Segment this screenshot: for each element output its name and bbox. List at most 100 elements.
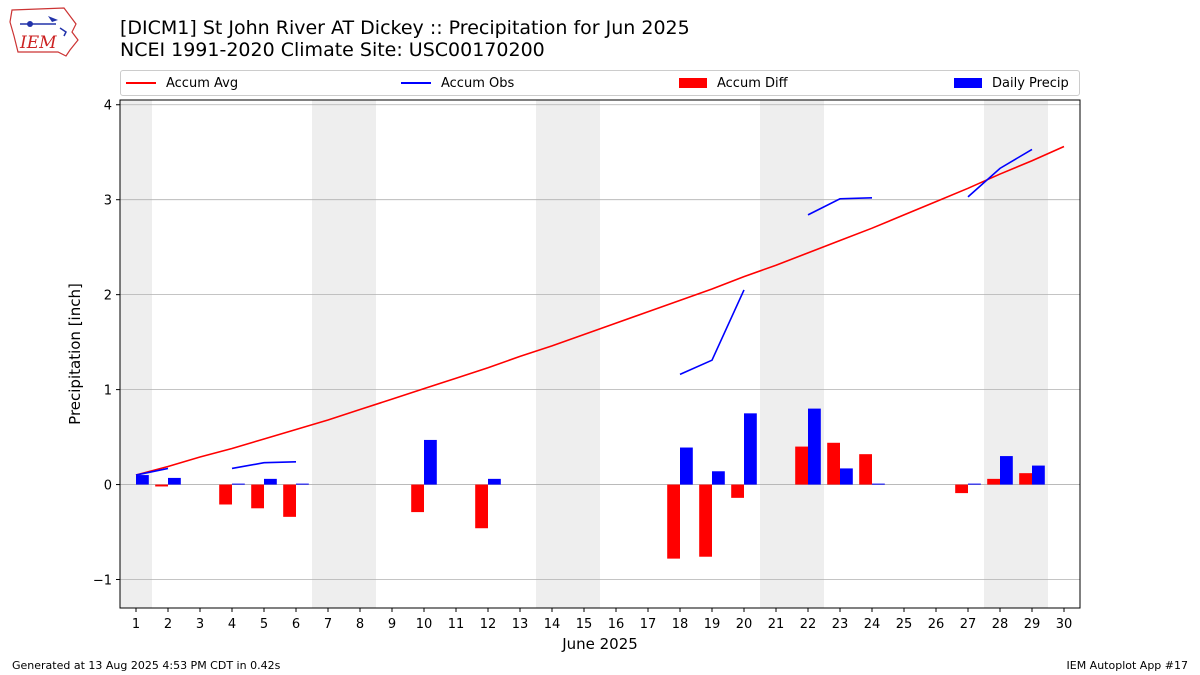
bar-daily-precip-day-24 bbox=[872, 483, 885, 485]
x-tick-label-9: 9 bbox=[388, 617, 396, 632]
legend: Accum Avg Accum Obs Accum Diff Daily Pre… bbox=[120, 70, 1080, 96]
bar-accum-diff-day-5 bbox=[251, 484, 264, 509]
x-tick-label-15: 15 bbox=[576, 617, 593, 632]
y-tick-label--1: −1 bbox=[93, 574, 112, 589]
bar-daily-precip-day-1 bbox=[136, 475, 149, 485]
bar-daily-precip-day-28 bbox=[1000, 456, 1013, 485]
weekend-shade-3 bbox=[760, 100, 824, 608]
x-tick-label-22: 22 bbox=[800, 617, 817, 632]
x-tick-label-12: 12 bbox=[480, 617, 497, 632]
x-tick-label-28: 28 bbox=[992, 617, 1009, 632]
weekend-shade-4 bbox=[984, 100, 1048, 608]
bar-accum-diff-day-27 bbox=[955, 484, 968, 494]
x-tick-label-11: 11 bbox=[448, 617, 465, 632]
bar-daily-precip-day-12 bbox=[488, 478, 501, 485]
x-tick-label-20: 20 bbox=[736, 617, 753, 632]
x-axis-label: June 2025 bbox=[561, 635, 638, 653]
bar-accum-diff-day-2 bbox=[155, 484, 168, 487]
x-tick-label-3: 3 bbox=[196, 617, 204, 632]
x-tick-label-24: 24 bbox=[864, 617, 881, 632]
x-tick-label-16: 16 bbox=[608, 617, 625, 632]
x-tick-label-25: 25 bbox=[896, 617, 913, 632]
x-tick-label-10: 10 bbox=[416, 617, 433, 632]
bar-accum-diff-day-6 bbox=[283, 484, 296, 517]
bar-accum-diff-day-20 bbox=[731, 484, 744, 498]
bar-accum-diff-day-10 bbox=[411, 484, 424, 513]
svg-text:IEM: IEM bbox=[19, 33, 57, 53]
legend-label-accum-diff: Accum Diff bbox=[717, 75, 788, 91]
bar-daily-precip-day-23 bbox=[840, 468, 853, 485]
legend-swatch-accum-avg bbox=[126, 82, 156, 84]
y-tick-label-0: 0 bbox=[104, 479, 112, 494]
bar-daily-precip-day-6 bbox=[296, 483, 309, 485]
weekend-shade-2 bbox=[536, 100, 600, 608]
plot-frame bbox=[119, 99, 1081, 609]
chart-title-line2: NCEI 1991-2020 Climate Site: USC00170200 bbox=[120, 39, 545, 61]
x-tick-label-19: 19 bbox=[704, 617, 721, 632]
legend-swatch-daily-precip bbox=[954, 78, 982, 88]
accum-obs-line-segment-3 bbox=[807, 197, 873, 216]
legend-item-accum-avg: Accum Avg bbox=[126, 74, 238, 92]
legend-label-accum-avg: Accum Avg bbox=[166, 75, 239, 91]
x-tick-label-30: 30 bbox=[1056, 617, 1073, 632]
bar-daily-precip-day-18 bbox=[680, 447, 693, 485]
accum-avg-line-segment-0 bbox=[135, 145, 1065, 476]
legend-label-daily-precip: Daily Precip bbox=[992, 75, 1069, 91]
legend-item-accum-diff: Accum Diff bbox=[679, 74, 788, 92]
bar-accum-diff-day-19 bbox=[699, 484, 712, 557]
bar-accum-diff-day-18 bbox=[667, 484, 680, 559]
bar-daily-precip-day-2 bbox=[168, 477, 181, 485]
weekend-shade-0 bbox=[120, 100, 152, 608]
x-tick-label-4: 4 bbox=[228, 617, 236, 632]
x-tick-label-17: 17 bbox=[640, 617, 657, 632]
bar-daily-precip-day-4 bbox=[232, 483, 245, 485]
accum-obs-line-segment-1 bbox=[231, 460, 297, 470]
y-tick-label-4: 4 bbox=[104, 99, 112, 114]
bar-accum-diff-day-12 bbox=[475, 484, 488, 529]
bar-daily-precip-day-19 bbox=[712, 471, 725, 485]
footer-app-text: IEM Autoplot App #17 bbox=[1066, 659, 1189, 672]
bar-accum-diff-day-24 bbox=[859, 454, 872, 485]
bar-daily-precip-day-29 bbox=[1032, 465, 1045, 485]
bar-accum-diff-day-23 bbox=[827, 442, 840, 485]
bar-accum-diff-day-22 bbox=[795, 446, 808, 485]
x-tick-label-21: 21 bbox=[768, 617, 785, 632]
y-tick-label-3: 3 bbox=[104, 194, 112, 209]
y-tick-label-2: 2 bbox=[104, 289, 112, 304]
x-tick-label-13: 13 bbox=[512, 617, 529, 632]
x-tick-label-29: 29 bbox=[1024, 617, 1041, 632]
accum-obs-line-segment-4 bbox=[967, 148, 1033, 198]
bar-accum-diff-day-29 bbox=[1019, 473, 1032, 485]
legend-item-daily-precip: Daily Precip bbox=[954, 74, 1069, 92]
x-tick-label-23: 23 bbox=[832, 617, 849, 632]
accum-obs-line-segment-0 bbox=[135, 467, 169, 476]
bar-daily-precip-day-5 bbox=[264, 478, 277, 485]
y-axis-label: Precipitation [inch] bbox=[66, 283, 84, 425]
chart-title-line1: [DICM1] St John River AT Dickey :: Preci… bbox=[120, 17, 690, 39]
x-tick-label-5: 5 bbox=[260, 617, 268, 632]
bar-daily-precip-day-27 bbox=[968, 483, 981, 485]
legend-item-accum-obs: Accum Obs bbox=[401, 74, 514, 92]
y-tick-label-1: 1 bbox=[104, 384, 112, 399]
bar-daily-precip-day-20 bbox=[744, 413, 757, 485]
accum-obs-line-segment-2 bbox=[679, 289, 745, 376]
x-tick-label-18: 18 bbox=[672, 617, 689, 632]
x-tick-label-26: 26 bbox=[928, 617, 945, 632]
legend-swatch-accum-diff bbox=[679, 78, 707, 88]
x-tick-label-7: 7 bbox=[324, 617, 332, 632]
weekend-shade-1 bbox=[312, 100, 376, 608]
x-tick-label-2: 2 bbox=[164, 617, 172, 632]
legend-label-accum-obs: Accum Obs bbox=[441, 75, 515, 91]
x-tick-label-8: 8 bbox=[356, 617, 364, 632]
bar-accum-diff-day-4 bbox=[219, 484, 232, 505]
iem-logo: IEM bbox=[9, 7, 79, 57]
x-tick-label-27: 27 bbox=[960, 617, 977, 632]
bar-daily-precip-day-22 bbox=[808, 408, 821, 485]
legend-swatch-accum-obs bbox=[401, 82, 431, 84]
x-tick-label-6: 6 bbox=[292, 617, 300, 632]
bar-accum-diff-day-28 bbox=[987, 478, 1000, 485]
x-tick-label-14: 14 bbox=[544, 617, 561, 632]
x-tick-label-1: 1 bbox=[132, 617, 140, 632]
bar-daily-precip-day-10 bbox=[424, 439, 437, 485]
